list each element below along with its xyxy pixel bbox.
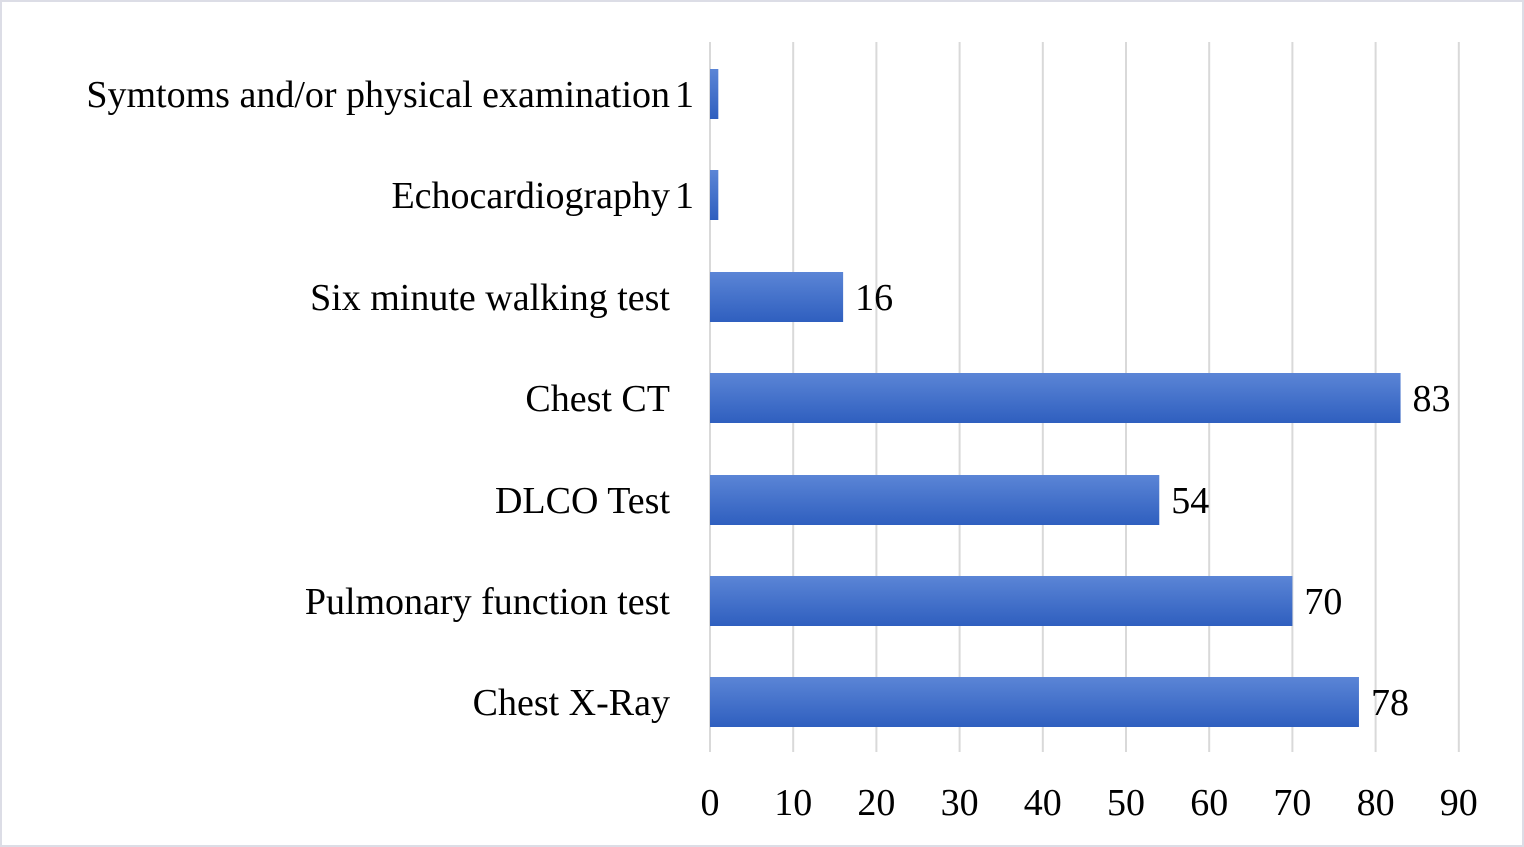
category-label: Pulmonary function test [305, 581, 671, 623]
data-label: 16 [855, 277, 893, 319]
data-label: 83 [1413, 378, 1451, 420]
x-tick-label: 50 [1107, 782, 1145, 824]
x-tick-label: 0 [701, 782, 720, 824]
x-axis-tick-labels: 0 10 20 30 40 50 60 70 80 90 [701, 782, 1478, 824]
x-tick-label: 90 [1440, 782, 1478, 824]
bar [710, 272, 844, 322]
data-label: 54 [1171, 480, 1209, 522]
bar [710, 677, 1359, 727]
bars [710, 69, 1401, 727]
x-tick-label: 20 [857, 782, 895, 824]
x-tick-label: 40 [1024, 782, 1062, 824]
x-tick-label: 80 [1357, 782, 1395, 824]
x-tick-label: 70 [1273, 782, 1311, 824]
category-label: Chest X-Ray [473, 682, 670, 724]
category-label: Chest CT [525, 378, 670, 420]
data-labels: 1 1 16 83 54 70 78 [675, 74, 1451, 724]
bar [710, 170, 719, 220]
category-labels: Symtoms and/or physical examination Echoc… [86, 74, 670, 724]
data-label: 70 [1304, 581, 1342, 623]
bar [710, 576, 1293, 626]
category-label: Echocardiography [391, 175, 670, 217]
data-label: 78 [1371, 682, 1409, 724]
bar [710, 475, 1160, 525]
x-tick-label: 30 [941, 782, 979, 824]
x-tick-label: 10 [774, 782, 812, 824]
data-label: 1 [675, 175, 694, 217]
bar [710, 69, 719, 119]
x-tick-label: 60 [1190, 782, 1228, 824]
category-label: Symtoms and/or physical examination [86, 74, 670, 116]
category-label: DLCO Test [495, 480, 670, 522]
data-label: 1 [675, 74, 694, 116]
category-label: Six minute walking test [310, 277, 670, 319]
bar [710, 373, 1401, 423]
